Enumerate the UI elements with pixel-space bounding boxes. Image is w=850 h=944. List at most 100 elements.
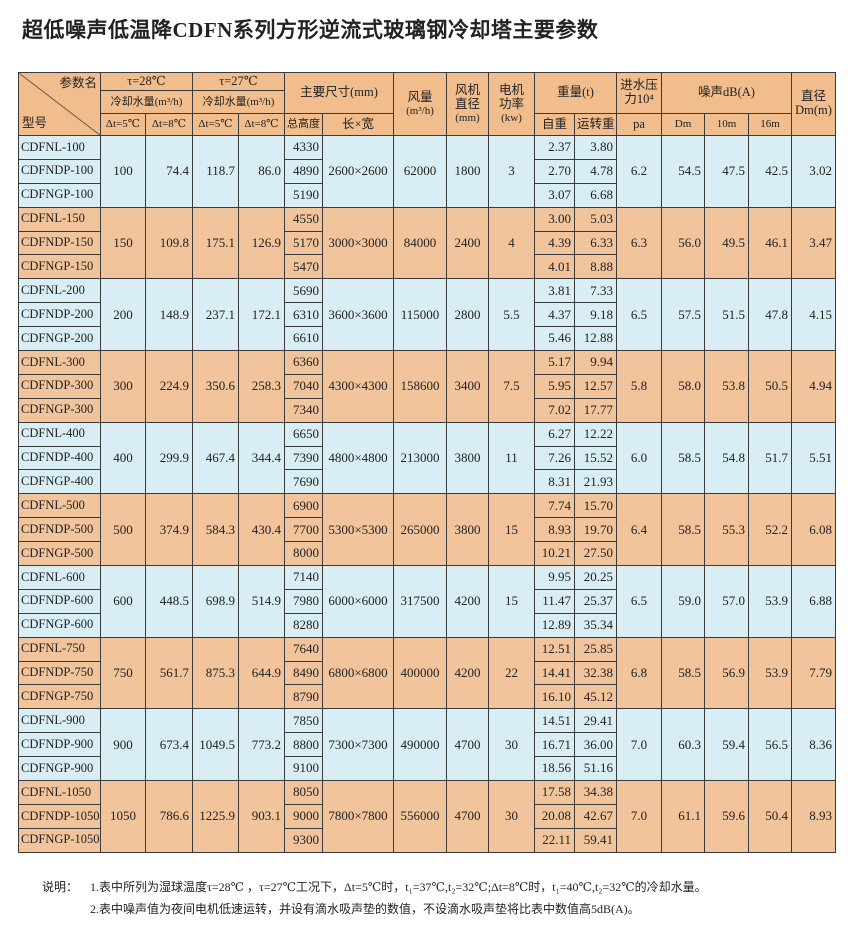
- table-row: CDFNL-400 400 299.9 467.4 344.4 6650 4800×4800…: [18, 421, 837, 495]
- flow-27-dt8: 344.4: [238, 421, 285, 495]
- total-height: 6310: [284, 302, 323, 328]
- table-body: CDFNL-100 100 74.4 118.7 86.0 4330 2600×2600 62…: [18, 135, 837, 853]
- table-row: CDFNL-900 900 673.4 1049.5 773.2 7850 7300×730…: [18, 708, 837, 782]
- header-cell: 风量 (m³/h): [393, 72, 447, 136]
- self-weight: 7.02: [534, 397, 575, 423]
- self-weight: 17.58: [534, 780, 575, 805]
- table-row: CDFNGP-300 7340 7.02 17.77: [18, 397, 836, 423]
- table-row: CDFNDP-500 7700 8.93 19.70: [18, 517, 836, 543]
- flow-27-dt8: 514.9: [238, 565, 285, 638]
- flow-27-dt8: 126.9: [238, 206, 285, 280]
- model-name: CDFNDP-400: [18, 445, 101, 471]
- running-weight: 15.52: [574, 445, 617, 471]
- header-cell: 冷却水量(m³/h): [100, 90, 193, 114]
- note-text: 1.表中所列为湿球温度τ=28℃ ，τ=27℃工况下，Δt=5℃时，t₁=37℃…: [90, 880, 707, 894]
- model-name: CDFNL-500: [18, 493, 101, 519]
- table-row: CDFNDP-300 7040 5.95 12.57: [18, 373, 836, 399]
- flow-27-dt8: 86.0: [238, 135, 285, 208]
- self-weight: 20.08: [534, 803, 575, 829]
- header-line: 电机: [498, 83, 524, 98]
- flow-27-dt5: 237.1: [192, 278, 239, 352]
- noise-10m: 53.8: [704, 350, 749, 423]
- model-name: CDFNDP-600: [18, 588, 101, 614]
- table-row: CDFNDP-900 8800 16.71 36.00: [18, 732, 836, 758]
- flow-28-dt5: 600: [100, 565, 146, 638]
- header-cell: pa: [616, 113, 662, 136]
- flow-28-dt5: 500: [100, 493, 146, 567]
- air-volume: 62000: [393, 135, 447, 208]
- length-width: 5300×5300: [322, 493, 394, 567]
- total-height: 4550: [284, 206, 323, 232]
- header-cell: 风机 直径 (mm): [446, 72, 489, 136]
- inlet-pressure: 6.4: [616, 493, 662, 567]
- running-weight: 12.22: [574, 421, 617, 447]
- self-weight: 7.26: [534, 445, 575, 471]
- tower-diameter: 6.88: [791, 565, 837, 638]
- self-weight: 9.95: [534, 565, 575, 590]
- model-name: CDFNGP-200: [18, 326, 101, 352]
- corner-cell: 参数名 型号: [18, 72, 101, 136]
- running-weight: 42.67: [574, 803, 617, 829]
- length-width: 6000×6000: [322, 565, 394, 638]
- flow-27-dt5: 118.7: [192, 135, 239, 208]
- header-cell: Δt=5℃: [192, 113, 239, 136]
- total-height: 7040: [284, 373, 323, 399]
- total-height: 7850: [284, 708, 323, 734]
- running-weight: 32.38: [574, 660, 617, 686]
- inlet-pressure: 5.8: [616, 350, 662, 423]
- total-height: 9100: [284, 756, 323, 782]
- header-line: 功率: [498, 96, 524, 111]
- table-row: CDFNGP-400 7690 8.31 21.93: [18, 469, 836, 495]
- motor-power: 4: [488, 206, 535, 280]
- model-name: CDFNDP-750: [18, 660, 101, 686]
- running-weight: 9.18: [574, 302, 617, 328]
- flow-27-dt5: 1049.5: [192, 708, 239, 782]
- length-width: 6800×6800: [322, 636, 394, 710]
- header-line: 风量: [407, 90, 433, 105]
- header-cell: 直径 Dm(m): [791, 72, 837, 136]
- running-weight: 59.41: [574, 827, 617, 853]
- noise-dm: 58.0: [661, 350, 705, 423]
- noise-10m: 49.5: [704, 206, 749, 280]
- table-row: CDFNDP-150 5170 4.39 6.33: [18, 230, 836, 256]
- running-weight: 5.03: [574, 206, 617, 232]
- total-height: 8800: [284, 732, 323, 758]
- header-line: Dm(m): [795, 103, 832, 117]
- fan-diameter: 4700: [446, 708, 489, 782]
- air-volume: 490000: [393, 708, 447, 782]
- total-height: 5690: [284, 278, 323, 304]
- total-height: 7340: [284, 397, 323, 423]
- total-height: 8050: [284, 780, 323, 805]
- self-weight: 7.74: [534, 493, 575, 519]
- total-height: 8790: [284, 684, 323, 710]
- total-height: 6900: [284, 493, 323, 519]
- total-height: 7700: [284, 517, 323, 543]
- header-line: (kw): [501, 111, 522, 124]
- noise-dm: 58.5: [661, 421, 705, 495]
- running-weight: 12.88: [574, 326, 617, 352]
- table-row: CDFNL-600 600 448.5 698.9 514.9 7140 6000×6000…: [18, 565, 837, 638]
- header-cell: 电机 功率 (kw): [488, 72, 535, 136]
- running-weight: 25.85: [574, 636, 617, 662]
- header-line: 风机: [454, 83, 480, 98]
- running-weight: 7.33: [574, 278, 617, 304]
- self-weight: 4.01: [534, 254, 575, 280]
- flow-28-dt8: 224.9: [145, 350, 193, 423]
- corner-param: 参数名: [59, 76, 97, 90]
- noise-16m: 56.5: [747, 708, 793, 782]
- running-weight: 9.94: [574, 350, 617, 375]
- running-weight: 36.00: [574, 732, 617, 758]
- tower-diameter: 4.94: [791, 350, 837, 423]
- header-cell: Δt=8℃: [238, 113, 285, 136]
- self-weight: 5.17: [534, 350, 575, 375]
- fan-diameter: 2400: [446, 206, 489, 280]
- model-name: CDFNDP-150: [18, 230, 101, 256]
- total-height: 4330: [284, 135, 323, 160]
- running-weight: 34.38: [574, 780, 617, 805]
- motor-power: 22: [488, 636, 535, 710]
- model-name: CDFNGP-600: [18, 612, 101, 638]
- tower-diameter: 3.47: [791, 206, 837, 280]
- table-row: CDFNDP-750 8490 14.41 32.38: [18, 660, 836, 686]
- air-volume: 115000: [393, 278, 447, 352]
